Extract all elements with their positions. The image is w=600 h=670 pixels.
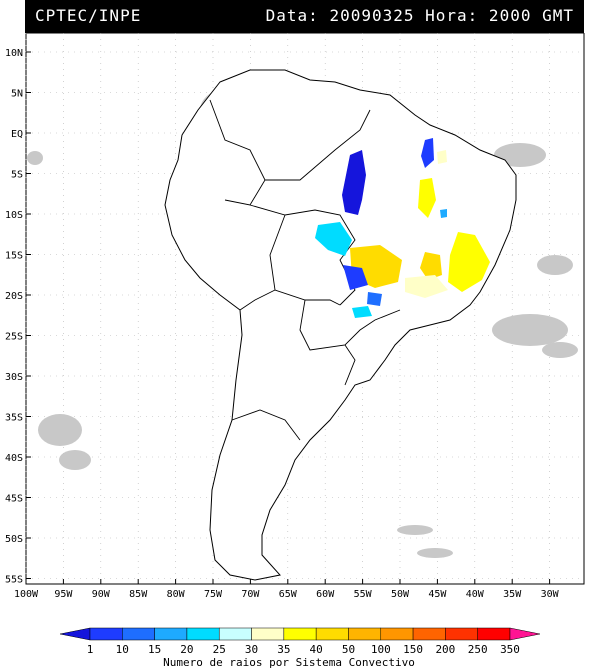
- longitude-label: 65W: [279, 589, 298, 600]
- longitude-label: 60W: [316, 589, 335, 600]
- lightning-cluster: [342, 150, 366, 215]
- latitude-labels: 10N 5N EQ 5S 10S 15S 20S 25S 30S 35S 40S 45S 50S 55S: [5, 48, 31, 586]
- legend-swatch: [59, 627, 91, 641]
- longitude-labels: 100W 95W 90W 85W 80W 75W 70W 65W 60W 55W 50W 45W 40W…: [14, 579, 560, 600]
- legend-level-label: 40: [310, 643, 323, 656]
- legend-swatch: [89, 627, 123, 641]
- longitude-label: 80W: [167, 589, 186, 600]
- lightning-cluster: [343, 265, 368, 290]
- legend-swatch: [315, 627, 349, 641]
- lightning-cluster: [437, 150, 447, 164]
- legend-swatch: [477, 627, 511, 641]
- legend-level-label: 200: [435, 643, 455, 656]
- legend-swatch: [348, 627, 382, 641]
- legend-tick-labels: 1 10 15 20 25 30 35 40 50 100 150 200 250 350: [87, 643, 520, 656]
- lightning-cluster: [405, 275, 448, 298]
- latitude-label: 20S: [5, 291, 23, 302]
- longitude-label: 75W: [204, 589, 223, 600]
- longitude-label: 70W: [241, 589, 260, 600]
- cloud-patch: [417, 548, 453, 558]
- latitude-label: 10S: [5, 210, 23, 221]
- legend-level-label: 350: [500, 643, 520, 656]
- legend-swatch: [251, 627, 285, 641]
- cloud-patch: [494, 143, 546, 167]
- border-line: [265, 109, 371, 181]
- latitude-label: 15S: [5, 251, 23, 262]
- latitude-label: 5S: [11, 170, 23, 181]
- cloud-patch: [542, 342, 578, 358]
- latitude-label: 40S: [5, 453, 23, 464]
- legend-level-label: 30: [245, 643, 258, 656]
- cloud-patch: [537, 255, 573, 275]
- legend-level-label: 15: [148, 643, 161, 656]
- datetime-label: Data: 20090325 Hora: 2000 GMT: [265, 6, 574, 25]
- cloud-patch: [27, 151, 43, 165]
- lightning-cluster: [367, 292, 382, 306]
- latitude-label: EQ: [11, 129, 23, 140]
- latitude-label: 55S: [5, 575, 23, 586]
- lightning-cluster: [421, 138, 434, 168]
- legend-swatch: [445, 627, 478, 641]
- longitude-label: 90W: [92, 589, 111, 600]
- source-label: CPTEC/INPE: [35, 6, 142, 25]
- lightning-cluster: [440, 209, 447, 218]
- legend-swatch: [154, 627, 188, 641]
- border-line: [344, 344, 356, 386]
- legend-level-label: 1: [87, 643, 94, 656]
- lightning-cluster: [448, 232, 490, 292]
- longitude-label: 50W: [391, 589, 410, 600]
- lightning-cluster: [420, 252, 442, 280]
- map-header: CPTEC/INPE Data: 20090325 Hora: 2000 GMT: [25, 0, 584, 33]
- country-borders: [209, 99, 401, 441]
- legend-swatch: [380, 627, 414, 641]
- longitude-label: 40W: [466, 589, 485, 600]
- longitude-label: 85W: [129, 589, 148, 600]
- legend-title: Numero de raios por Sistema Convectivo: [163, 656, 415, 669]
- legend-swatch: [218, 627, 252, 641]
- legend-level-label: 150: [403, 643, 423, 656]
- longitude-label: 55W: [354, 589, 373, 600]
- latitude-label: 50S: [5, 534, 23, 545]
- cloud-patch: [492, 314, 568, 346]
- legend-swatch: [186, 627, 220, 641]
- latitude-label: 30S: [5, 372, 23, 383]
- lightning-clusters: [315, 138, 490, 318]
- legend-swatch: [509, 627, 541, 641]
- latitude-label: 45S: [5, 494, 23, 505]
- legend-level-label: 50: [342, 643, 355, 656]
- cloud-patch: [397, 525, 433, 535]
- legend-level-label: 250: [468, 643, 488, 656]
- cloud-patch: [38, 414, 82, 446]
- border-line: [239, 289, 276, 311]
- legend-level-label: 35: [277, 643, 290, 656]
- legend-swatch: [283, 627, 317, 641]
- legend-level-label: 10: [116, 643, 129, 656]
- longitude-label: 95W: [54, 589, 73, 600]
- legend-swatch: [122, 627, 155, 641]
- color-legend: 1 10 15 20 25 30 35 40 50 100 150 200 250 350 Numero …: [59, 627, 541, 669]
- latitude-label: 35S: [5, 413, 23, 424]
- lightning-cluster: [315, 222, 352, 256]
- lightning-cluster: [418, 178, 436, 218]
- latitude-label: 10N: [5, 48, 23, 59]
- longitude-label: 100W: [14, 589, 39, 600]
- longitude-label: 35W: [503, 589, 522, 600]
- lightning-cluster: [352, 306, 372, 318]
- border-line: [231, 409, 301, 441]
- lightning-map: 10N5NEQ5S10S15S20S25S30S35S40S45S50S55S …: [5, 33, 585, 600]
- longitude-label: 45W: [428, 589, 447, 600]
- border-line: [269, 214, 341, 306]
- latitude-label: 25S: [5, 332, 23, 343]
- longitude-label: 30W: [541, 589, 560, 600]
- legend-level-label: 20: [180, 643, 193, 656]
- legend-colorbar: [59, 627, 541, 641]
- legend-swatch: [412, 627, 446, 641]
- cloud-patch: [59, 450, 91, 470]
- legend-level-label: 100: [371, 643, 391, 656]
- latitude-label: 5N: [11, 89, 23, 100]
- border-line: [209, 99, 266, 206]
- legend-level-label: 25: [213, 643, 226, 656]
